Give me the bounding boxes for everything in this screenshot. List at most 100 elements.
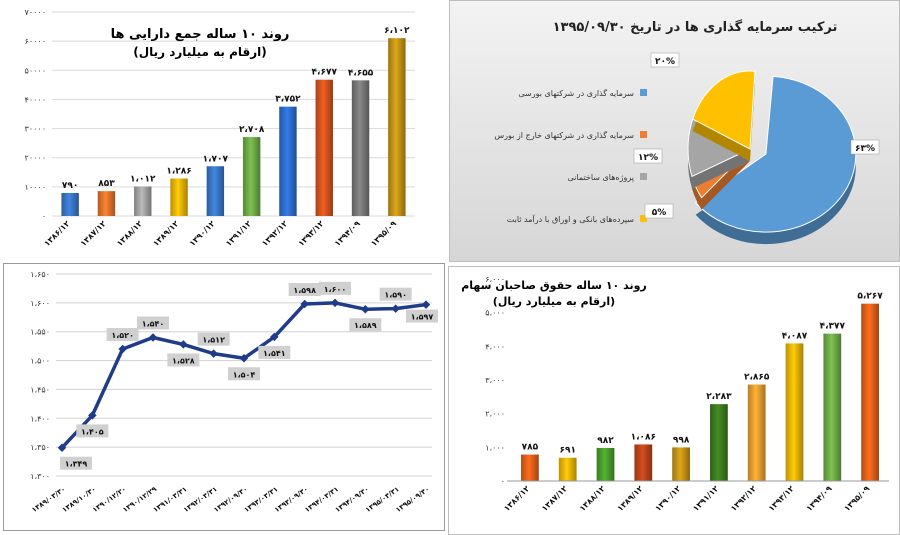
x-tick-label: ۱۳۹۰/۱۲	[188, 219, 217, 248]
bar	[596, 447, 615, 481]
data-label: ۱،۰۸۶	[631, 432, 656, 442]
x-tick-label: ۱۳۸۸/۱۲	[578, 484, 607, 513]
data-point	[391, 304, 400, 313]
legend-label: پروژه‌های ساختمانی	[568, 173, 634, 182]
data-label: ۱،۵۲۸	[172, 356, 195, 365]
bar	[97, 191, 116, 216]
pie-slice	[692, 70, 756, 150]
data-point	[300, 299, 309, 309]
data-label: ۱،۵۱۲	[202, 336, 225, 345]
data-label: ۵%	[652, 208, 667, 218]
portfolio-composition-panel: ترکیب سرمایه گذاری ها در تاریخ ۱۳۹۵/۰۹/۳…	[449, 0, 900, 262]
y-tick-label: ۲۰۰۰۰	[25, 154, 46, 163]
data-label-box	[850, 139, 880, 155]
y-tick-label: ۱۰۰۰۰	[25, 183, 46, 192]
data-label-box	[406, 309, 438, 323]
x-tick-label: ۱۳۹۴/۰۹	[805, 484, 834, 513]
data-point	[330, 298, 340, 308]
data-label-box	[228, 367, 260, 381]
data-label: ۴،۶۷۷	[312, 68, 338, 78]
bar	[823, 333, 842, 481]
data-label: ۴،۳۷۷	[820, 322, 846, 332]
y-tick-label: ۰	[42, 212, 46, 221]
data-label-box	[349, 318, 382, 332]
x-tick-label: ۱۳۹۵/۰۹	[842, 484, 871, 513]
x-tick-label: ۱۳۹۵/۰۹/۳۰	[394, 485, 431, 514]
data-label: ۲،۸۶۵	[744, 373, 770, 383]
x-tick-label: ۱۳۸۶/۱۲	[502, 484, 531, 513]
legend-swatch	[640, 131, 647, 138]
equity-trend-chart: ۰ ۱،۰۰۰ ۲،۰۰۰ ۳،۰۰۰ ۴،۰۰۰ ۵،۰۰۰ ۶،۰۰۰ ۷۸۵ ۶۹۱ ۹۸…	[461, 275, 889, 513]
legend-label: سرمایه گذاری در شرکتهای خارج از بورس	[494, 130, 634, 140]
data-label: ۷۸۵	[522, 443, 539, 453]
data-label: ۶۹۱	[559, 446, 575, 456]
x-tick-label: ۱۳۹۲/۱۲	[729, 484, 758, 513]
chart-subtitle: (ارقام به میلیارد ریال)	[493, 295, 615, 308]
pie-slice	[694, 75, 857, 233]
nav-trend-chart: ۱،۳۰۰ ۱،۳۵۰ ۱،۴۰۰ ۱،۴۵۰ ۱،۵۰۰ ۱،۵۵۰ ۱،۶۰۰ ۱،۶۵۰…	[30, 270, 438, 514]
bar	[861, 303, 879, 481]
x-tick-label: ۱۳۹۲/۱۲	[260, 219, 289, 248]
pie-slice-side	[691, 161, 750, 210]
y-tick-label: ۱،۵۵۰	[30, 328, 50, 337]
bar	[710, 404, 728, 481]
data-label-box	[650, 52, 680, 68]
data-label: ۱،۵۴۰	[142, 319, 165, 328]
data-label-box	[197, 332, 230, 346]
data-point	[88, 411, 97, 420]
bar	[242, 137, 261, 216]
y-tick-label: ۱،۴۰۰	[30, 414, 50, 423]
data-label: ۹۹۸	[673, 435, 690, 445]
data-label-box	[60, 456, 92, 470]
data-label: ۱،۵۰۴	[233, 370, 256, 379]
bar	[388, 38, 406, 216]
data-label-box	[644, 203, 674, 219]
equity-trend-chart-panel: ۰ ۱،۰۰۰ ۲،۰۰۰ ۳،۰۰۰ ۴،۰۰۰ ۵،۰۰۰ ۶،۰۰۰ ۷۸۵ ۶۹۱ ۹۸…	[448, 266, 900, 535]
bar	[61, 192, 79, 216]
bar	[315, 79, 333, 217]
bar	[521, 454, 539, 481]
data-label: ۱۲%	[638, 153, 658, 163]
x-tick-label: ۱۳۹۳/۱۲	[297, 219, 326, 248]
bar	[134, 186, 152, 216]
data-label-box	[76, 424, 109, 438]
data-label: ۱،۴۰۵	[81, 427, 104, 436]
x-tick-label: ۱۳۸۸/۱۲	[115, 219, 144, 248]
y-tick-label: ۴۰۰۰۰	[25, 95, 46, 104]
y-tick-label: ۱،۵۰۰	[30, 357, 50, 366]
legend-swatch	[640, 89, 647, 96]
total-assets-chart: ۰ ۱۰۰۰۰ ۲۰۰۰۰ ۳۰۰۰۰ ۴۰۰۰۰ ۵۰۰۰۰ ۶۰۰۰۰ ۷۰۰۰۰ ۷۹۰…	[25, 8, 415, 248]
x-tick-label: ۱۳۸۹/۱۲	[616, 484, 645, 513]
data-label: ۶،۱۰۲	[384, 26, 410, 36]
data-label-box	[258, 345, 291, 359]
x-tick-label: ۱۳۹۴/۰۹	[333, 219, 362, 248]
y-tick-label: ۱،۳۰۰	[30, 472, 50, 481]
data-label: ۴،۶۵۵	[348, 68, 374, 78]
x-tick-label: ۱۳۹۱/۱۲	[224, 219, 253, 248]
x-tick-label: ۱۳۹۳/۱۲	[767, 484, 796, 513]
data-label: ۷۹۰	[62, 181, 78, 191]
y-tick-label: ۲،۰۰۰	[485, 410, 505, 419]
bar	[170, 178, 188, 216]
y-tick-label: ۵۰۰۰۰	[25, 66, 46, 75]
data-label: ۲،۲۸۳	[706, 392, 732, 402]
data-label: ۱،۶۰۰	[324, 285, 347, 294]
data-label: ۶۳%	[855, 144, 875, 154]
data-point	[179, 340, 188, 349]
x-tick-label: ۱۳۸۶/۱۲	[42, 219, 71, 248]
bar	[785, 343, 804, 481]
legend-label: سرمایه گذاری در شرکتهای بورسی	[518, 88, 634, 98]
y-tick-label: ۵،۰۰۰	[485, 309, 505, 318]
bar	[206, 166, 225, 216]
y-tick-label: ۳۰۰۰۰	[25, 125, 46, 134]
nav-trend-chart-panel: ۱،۳۰۰ ۱،۳۵۰ ۱،۴۰۰ ۱،۴۵۰ ۱،۵۰۰ ۱،۵۵۰ ۱،۶۰۰ ۱،۶۵۰…	[3, 263, 445, 531]
data-point	[148, 333, 158, 342]
bar	[279, 106, 297, 216]
data-label: ۱،۵۴۱	[263, 349, 286, 358]
y-tick-label: ۳،۰۰۰	[485, 376, 505, 385]
data-label: ۴،۰۸۷	[782, 331, 808, 341]
chart-title: روند ۱۰ ساله جمع دارایی ها	[111, 27, 290, 42]
x-tick-label: ۱۳۹۰/۱۲	[653, 484, 682, 513]
y-tick-label: ۶۰۰۰۰	[25, 37, 46, 46]
data-label: ۱،۷۰۷	[203, 154, 229, 164]
